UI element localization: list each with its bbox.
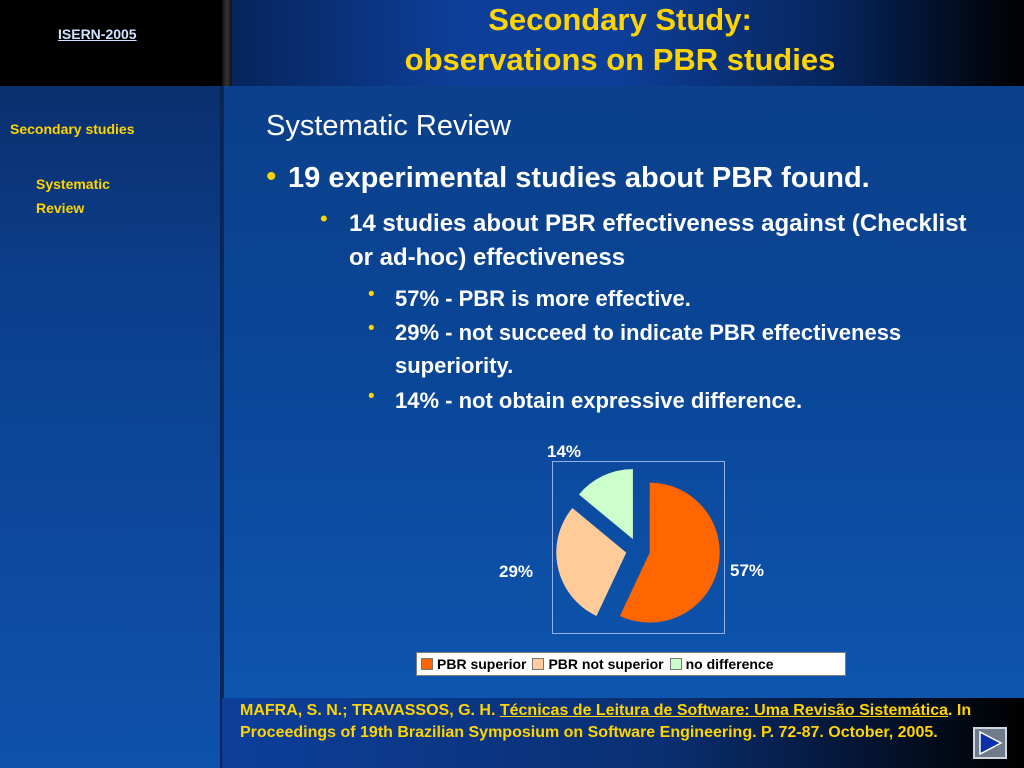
brand-link[interactable]: ISERN-2005: [58, 26, 137, 42]
pie-slice-no-difference: [578, 469, 633, 540]
citation-details: . In Proceedings of 19th Brazilian Sympo…: [240, 702, 972, 741]
sidebar-item-secondary-studies[interactable]: Secondary studies: [10, 121, 135, 137]
divider: [220, 86, 224, 768]
legend-item-pbr-superior: PBR superior: [421, 656, 526, 672]
bullet-level-3: 57% - PBR is more effective.: [395, 286, 691, 311]
divider: [222, 0, 232, 86]
citation: MAFRA, S. N.; TRAVASSOS, G. H. Técnicas …: [240, 700, 1000, 744]
bullet-level-3: 14% - not obtain expressive difference.: [395, 388, 803, 413]
legend-label: PBR superior: [437, 656, 527, 672]
sidebar-item-systematic-review[interactable]: Systematic Review: [36, 176, 110, 216]
sidebar: [0, 86, 220, 768]
bullet-icon: •: [266, 160, 277, 193]
pie-label-pbr-superior: 57%: [730, 561, 765, 580]
citation-authors: MAFRA, S. N.; TRAVASSOS, G. H.: [240, 702, 500, 719]
title-line-1: Secondary Study:: [488, 2, 752, 37]
section-heading: Systematic Review: [266, 110, 511, 142]
play-arrow-icon: [979, 730, 1003, 756]
legend-label: no difference: [685, 656, 774, 672]
page-title: Secondary Study: observations on PBR stu…: [240, 0, 1000, 80]
bullet-icon: •: [320, 206, 328, 231]
legend-swatch: [532, 658, 545, 670]
pie-label-no-difference: 14%: [547, 442, 582, 461]
legend-item-pbr-not-superior: PBR not superior: [532, 656, 664, 672]
title-line-2: observations on PBR studies: [404, 42, 836, 77]
pie-slice-pbr-not-superior: [556, 507, 627, 616]
pie-chart-frame: [552, 461, 725, 634]
legend-label: PBR not superior: [548, 656, 664, 672]
legend-item-no-difference: no difference: [669, 656, 774, 672]
citation-link[interactable]: Técnicas de Leitura de Software: Uma Rev…: [499, 702, 949, 719]
legend-swatch: [669, 658, 682, 670]
footer-bar: [222, 698, 1024, 768]
chart-legend: PBR superior PBR not superior no differe…: [416, 652, 846, 676]
bullet-icon: •: [368, 386, 375, 407]
bullet-level-3: 29% - not succeed to indicate PBR effect…: [395, 320, 902, 378]
pie-slice-pbr-superior: [619, 482, 720, 623]
pie-label-pbr-not-superior: 29%: [499, 562, 534, 581]
next-slide-button[interactable]: [973, 727, 1007, 759]
pie-chart: [556, 469, 720, 623]
bullet-icon: •: [368, 318, 375, 339]
brand-panel: [0, 0, 222, 86]
legend-swatch: [421, 658, 433, 670]
bullet-level-2: 14 studies about PBR effectiveness again…: [349, 210, 967, 271]
bullet-icon: •: [368, 284, 375, 305]
bullet-level-1: 19 experimental studies about PBR found.: [288, 162, 870, 194]
